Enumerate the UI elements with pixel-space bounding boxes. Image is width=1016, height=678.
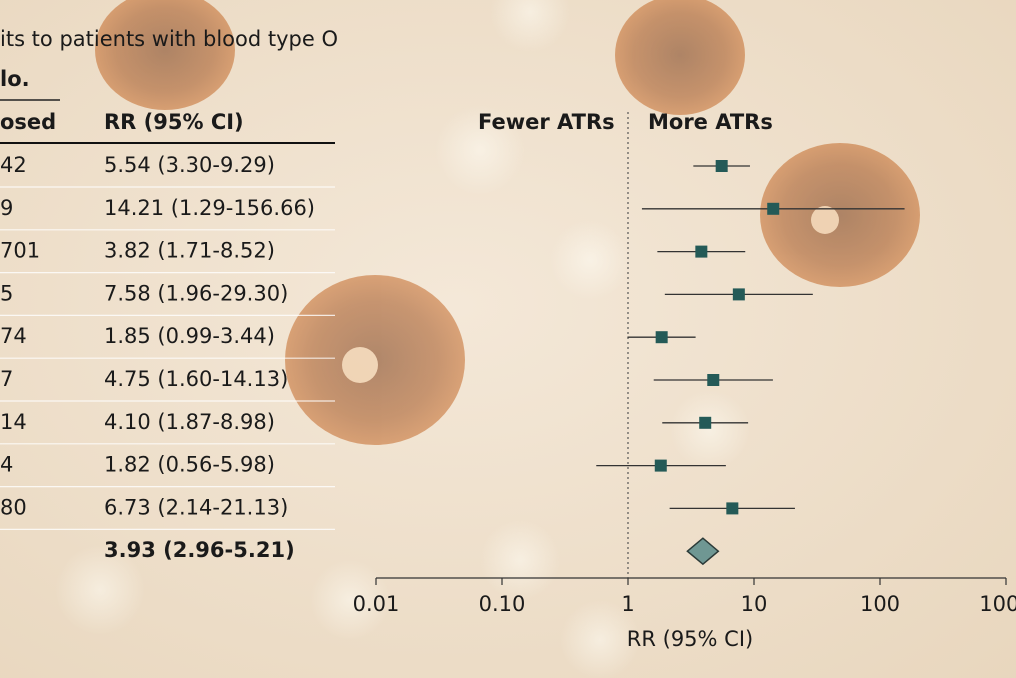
overall-diamond xyxy=(686,537,720,566)
point-estimate xyxy=(699,416,712,429)
exposed-count: 74 xyxy=(0,324,27,348)
x-tick-label: 1000 xyxy=(979,592,1016,616)
header-exposed: osed xyxy=(0,110,56,134)
header-rr: RR (95% CI) xyxy=(104,110,244,134)
value-label: 4.75 (1.60-14.13) xyxy=(104,367,288,391)
x-tick-label: 100 xyxy=(860,592,900,616)
value-label: 6.73 (2.14-21.13) xyxy=(104,495,288,519)
exposed-count: 14 xyxy=(0,410,27,434)
value-label: 4.10 (1.87-8.98) xyxy=(104,410,275,434)
value-label: 1.82 (0.56-5.98) xyxy=(104,453,275,477)
point-estimate xyxy=(695,245,708,258)
value-label: 5.54 (3.30-9.29) xyxy=(104,153,275,177)
value-label: 14.21 (1.29-156.66) xyxy=(104,196,315,220)
photo-decor xyxy=(55,0,920,678)
x-axis-label: RR (95% CI) xyxy=(627,627,753,651)
exposed-count: 4 xyxy=(0,453,13,477)
point-estimate xyxy=(654,459,667,472)
point-estimate xyxy=(715,160,728,172)
point-estimate xyxy=(707,374,720,386)
x-tick-label: 1 xyxy=(621,592,634,616)
exposed-count: 7 xyxy=(0,367,13,391)
header-no: lo. xyxy=(0,67,30,91)
x-tick-label: 0.10 xyxy=(479,592,526,616)
point-estimate xyxy=(732,288,745,301)
point-estimate xyxy=(767,202,780,215)
point-estimate xyxy=(726,502,739,515)
x-tick-label: 0.01 xyxy=(353,592,400,616)
exposed-count: 5 xyxy=(0,281,13,305)
exposed-count: 80 xyxy=(0,495,27,519)
value-label: 3.82 (1.71-8.52) xyxy=(104,239,275,263)
title: its to patients with blood type O xyxy=(0,27,338,51)
exposed-count: 701 xyxy=(0,239,40,263)
exposed-count: 42 xyxy=(0,153,27,177)
point-estimate xyxy=(655,331,668,344)
label-right: More ATRs xyxy=(648,110,773,134)
value-label: 1.85 (0.99-3.44) xyxy=(104,324,275,348)
exposed-count: 9 xyxy=(0,196,13,220)
x-tick-label: 10 xyxy=(741,592,768,616)
overall-label: 3.93 (2.96-5.21) xyxy=(104,538,295,562)
value-label: 7.58 (1.96-29.30) xyxy=(104,281,288,305)
label-left: Fewer ATRs xyxy=(478,110,615,134)
